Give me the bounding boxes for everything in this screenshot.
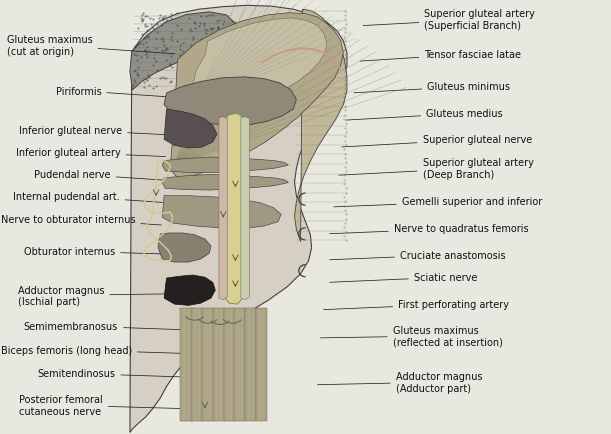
Polygon shape: [164, 78, 296, 126]
Polygon shape: [219, 118, 227, 300]
Polygon shape: [163, 175, 288, 191]
Text: Piriformis: Piriformis: [56, 86, 172, 98]
Text: Nerve to obturator internus: Nerve to obturator internus: [1, 214, 161, 226]
Text: Nerve to quadratus femoris: Nerve to quadratus femoris: [329, 224, 529, 234]
Polygon shape: [130, 13, 235, 91]
Polygon shape: [164, 276, 215, 306]
Polygon shape: [202, 308, 214, 421]
Text: Adductor magnus
(Ischial part): Adductor magnus (Ischial part): [18, 285, 180, 306]
Text: Adductor magnus
(Adductor part): Adductor magnus (Adductor part): [318, 372, 482, 393]
Text: Sciatic nerve: Sciatic nerve: [329, 273, 477, 283]
Text: Biceps femoris (long head): Biceps femoris (long head): [1, 345, 198, 355]
Text: Tensor fasciae latae: Tensor fasciae latae: [360, 50, 521, 62]
Text: Superior gluteal artery
(Superficial Branch): Superior gluteal artery (Superficial Bra…: [363, 10, 535, 31]
Polygon shape: [245, 308, 256, 421]
Text: Inferior gluteal nerve: Inferior gluteal nerve: [19, 125, 169, 135]
Text: First perforating artery: First perforating artery: [323, 299, 509, 310]
Polygon shape: [224, 308, 235, 421]
Polygon shape: [158, 233, 211, 263]
Polygon shape: [191, 308, 203, 421]
Polygon shape: [164, 110, 217, 149]
Text: Internal pudendal art.: Internal pudendal art.: [13, 191, 163, 203]
Text: Inferior gluteal artery: Inferior gluteal artery: [16, 148, 166, 158]
Polygon shape: [213, 308, 225, 421]
Text: Semimembranosus: Semimembranosus: [24, 321, 192, 331]
Text: Superior gluteal artery
(Deep Branch): Superior gluteal artery (Deep Branch): [338, 158, 533, 179]
Text: Gluteus maximus
(reflected at insertion): Gluteus maximus (reflected at insertion): [320, 325, 503, 347]
Text: Cruciate anastomosis: Cruciate anastomosis: [329, 250, 506, 260]
Text: Gluteus medius: Gluteus medius: [346, 109, 503, 121]
Text: Semitendinosus: Semitendinosus: [37, 368, 207, 378]
Polygon shape: [192, 19, 327, 105]
Polygon shape: [241, 118, 249, 300]
Polygon shape: [256, 308, 267, 421]
Polygon shape: [234, 308, 245, 421]
Polygon shape: [130, 7, 347, 432]
Polygon shape: [163, 158, 288, 173]
Text: Obturator internus: Obturator internus: [24, 247, 170, 256]
Polygon shape: [163, 196, 281, 229]
Text: Gluteus maximus
(cut at origin): Gluteus maximus (cut at origin): [7, 35, 175, 57]
Text: Posterior femoral
cutaneous nerve: Posterior femoral cutaneous nerve: [19, 395, 211, 416]
Polygon shape: [180, 308, 193, 421]
Text: Superior gluteal nerve: Superior gluteal nerve: [342, 135, 532, 148]
Polygon shape: [295, 10, 347, 242]
Text: Gluteus minimus: Gluteus minimus: [354, 82, 510, 94]
Polygon shape: [225, 114, 243, 304]
Text: Gemelli superior and inferior: Gemelli superior and inferior: [334, 197, 542, 207]
Text: Pudendal nerve: Pudendal nerve: [34, 170, 167, 181]
Polygon shape: [170, 14, 343, 180]
